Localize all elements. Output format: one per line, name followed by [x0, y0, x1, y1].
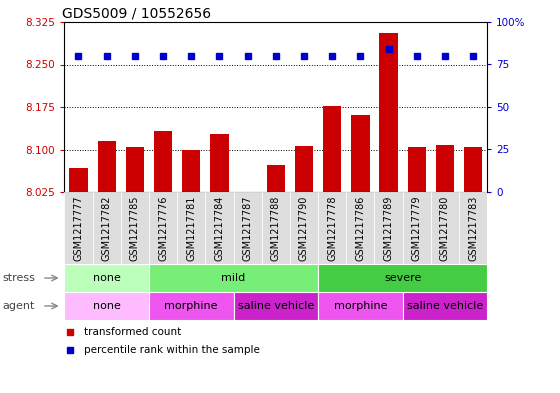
FancyBboxPatch shape — [149, 292, 234, 320]
Text: saline vehicle: saline vehicle — [237, 301, 314, 311]
FancyBboxPatch shape — [431, 192, 459, 264]
FancyBboxPatch shape — [346, 192, 375, 264]
Text: GSM1217788: GSM1217788 — [271, 196, 281, 261]
Text: GDS5009 / 10552656: GDS5009 / 10552656 — [62, 7, 212, 21]
FancyBboxPatch shape — [403, 192, 431, 264]
Text: stress: stress — [3, 273, 36, 283]
FancyBboxPatch shape — [121, 192, 149, 264]
FancyBboxPatch shape — [234, 292, 318, 320]
FancyBboxPatch shape — [459, 192, 487, 264]
FancyBboxPatch shape — [64, 264, 149, 292]
Text: percentile rank within the sample: percentile rank within the sample — [84, 345, 260, 355]
Bar — [125, 147, 144, 192]
Bar — [295, 145, 313, 192]
Bar — [436, 145, 454, 192]
Text: none: none — [93, 273, 120, 283]
FancyBboxPatch shape — [206, 192, 234, 264]
Bar — [210, 134, 228, 192]
FancyBboxPatch shape — [149, 192, 177, 264]
Text: GSM1217787: GSM1217787 — [242, 196, 253, 261]
Bar — [408, 147, 426, 192]
FancyBboxPatch shape — [64, 192, 92, 264]
Text: morphine: morphine — [165, 301, 218, 311]
Text: GSM1217779: GSM1217779 — [412, 196, 422, 261]
FancyBboxPatch shape — [262, 192, 290, 264]
Text: none: none — [93, 301, 120, 311]
Bar — [464, 147, 482, 192]
Bar — [97, 141, 116, 192]
FancyBboxPatch shape — [318, 292, 403, 320]
FancyBboxPatch shape — [318, 264, 487, 292]
FancyBboxPatch shape — [149, 264, 318, 292]
Text: GSM1217789: GSM1217789 — [384, 196, 394, 261]
Bar — [69, 168, 88, 192]
Text: saline vehicle: saline vehicle — [407, 301, 483, 311]
Text: GSM1217790: GSM1217790 — [299, 196, 309, 261]
Bar — [154, 131, 172, 192]
FancyBboxPatch shape — [177, 192, 206, 264]
FancyBboxPatch shape — [234, 192, 262, 264]
Text: transformed count: transformed count — [84, 327, 181, 337]
FancyBboxPatch shape — [318, 192, 346, 264]
Text: mild: mild — [221, 273, 246, 283]
Text: GSM1217784: GSM1217784 — [214, 196, 225, 261]
Bar — [379, 33, 398, 192]
Text: agent: agent — [3, 301, 35, 311]
Text: GSM1217783: GSM1217783 — [468, 196, 478, 261]
Text: GSM1217781: GSM1217781 — [186, 196, 196, 261]
FancyBboxPatch shape — [290, 192, 318, 264]
Text: severe: severe — [384, 273, 421, 283]
Bar — [323, 106, 342, 192]
Text: GSM1217778: GSM1217778 — [327, 196, 337, 261]
Text: GSM1217782: GSM1217782 — [102, 196, 111, 261]
Text: GSM1217786: GSM1217786 — [356, 196, 365, 261]
FancyBboxPatch shape — [375, 192, 403, 264]
FancyBboxPatch shape — [64, 292, 149, 320]
Bar — [351, 116, 370, 192]
Text: morphine: morphine — [334, 301, 387, 311]
Text: GSM1217777: GSM1217777 — [73, 196, 83, 261]
FancyBboxPatch shape — [92, 192, 121, 264]
Text: GSM1217785: GSM1217785 — [130, 196, 140, 261]
FancyBboxPatch shape — [403, 292, 487, 320]
Bar — [182, 149, 200, 192]
Text: GSM1217776: GSM1217776 — [158, 196, 168, 261]
Bar — [267, 165, 285, 192]
Text: GSM1217780: GSM1217780 — [440, 196, 450, 261]
